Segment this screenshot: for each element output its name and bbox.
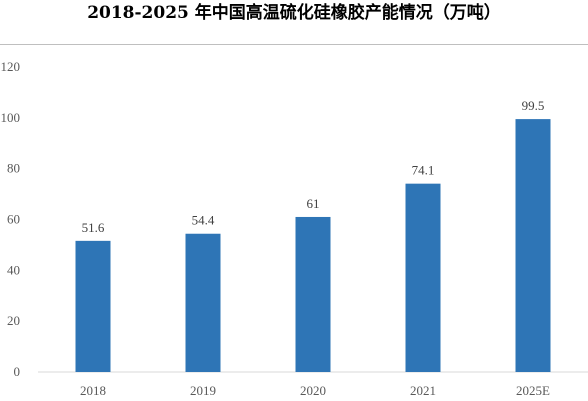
- data-labels: 51.6 54.4 61 74.1 99.5: [82, 98, 545, 235]
- y-tick-label: 60: [7, 212, 20, 227]
- bars: [75, 119, 551, 373]
- y-tick-label: 120: [1, 59, 21, 74]
- x-tick-label: 2020: [300, 383, 326, 398]
- x-tick-label: 2018: [80, 383, 106, 398]
- y-tick-label: 0: [14, 364, 21, 379]
- y-axis: 0 20 40 60 80 100 120: [1, 59, 21, 379]
- bar[interactable]: [515, 119, 551, 373]
- data-label: 61: [307, 196, 320, 211]
- bar[interactable]: [295, 216, 331, 372]
- x-tick-label: 2019: [190, 383, 216, 398]
- y-tick-label: 40: [7, 262, 20, 277]
- x-tick-labels: 2018 2019 2020 2021 2025E: [80, 383, 550, 398]
- bar[interactable]: [185, 233, 221, 372]
- data-label: 99.5: [522, 98, 545, 113]
- chart-title: 2018-2025 年中国高温硫化硅橡胶产能情况（万吨）: [87, 3, 501, 23]
- data-label: 54.4: [192, 213, 215, 228]
- bar[interactable]: [75, 240, 111, 372]
- y-tick-label: 20: [7, 313, 20, 328]
- y-tick-label: 100: [1, 110, 21, 125]
- y-tick-label: 80: [7, 161, 20, 176]
- title-divider: [0, 44, 588, 45]
- x-tick-label: 2021: [410, 383, 436, 398]
- x-tick-label: 2025E: [516, 383, 550, 398]
- data-label: 51.6: [82, 220, 105, 235]
- bar[interactable]: [405, 183, 441, 372]
- data-label: 74.1: [412, 163, 435, 178]
